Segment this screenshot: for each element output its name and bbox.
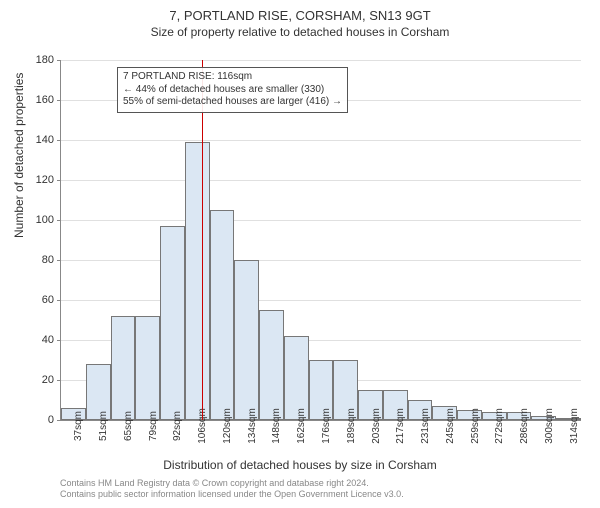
x-tick-label: 148sqm (271, 408, 282, 444)
annotation-line: 7 PORTLAND RISE: 116sqm (123, 71, 342, 84)
y-tick-mark (57, 260, 61, 261)
x-tick-label: 176sqm (321, 408, 332, 444)
chart-title: 7, PORTLAND RISE, CORSHAM, SN13 9GT (0, 8, 600, 23)
chart-subtitle: Size of property relative to detached ho… (0, 25, 600, 39)
x-tick-label: 51sqm (98, 411, 109, 441)
reference-line (202, 60, 203, 420)
y-tick-label: 80 (14, 254, 54, 266)
licence-text: Contains HM Land Registry data © Crown c… (60, 478, 404, 500)
licence-line-2: Contains public sector information licen… (60, 489, 404, 500)
gridline (61, 260, 581, 261)
y-tick-mark (57, 180, 61, 181)
y-tick-label: 0 (14, 414, 54, 426)
gridline (61, 180, 581, 181)
chart-plot-area: 37sqm51sqm65sqm79sqm92sqm106sqm120sqm134… (60, 60, 581, 421)
histogram-bar (111, 316, 136, 420)
y-tick-mark (57, 420, 61, 421)
gridline (61, 300, 581, 301)
y-tick-mark (57, 100, 61, 101)
y-tick-label: 60 (14, 294, 54, 306)
x-tick-label: 300sqm (544, 408, 555, 444)
y-tick-mark (57, 380, 61, 381)
x-tick-label: 286sqm (519, 408, 530, 444)
y-tick-label: 160 (14, 94, 54, 106)
y-tick-label: 120 (14, 174, 54, 186)
x-tick-label: 259sqm (470, 408, 481, 444)
y-tick-label: 140 (14, 134, 54, 146)
histogram-bar (135, 316, 160, 420)
histogram-bar (185, 142, 210, 420)
x-tick-label: 245sqm (445, 408, 456, 444)
histogram-bar (234, 260, 259, 420)
x-tick-label: 231sqm (420, 408, 431, 444)
x-tick-label: 272sqm (494, 408, 505, 444)
y-tick-label: 180 (14, 54, 54, 66)
x-tick-label: 134sqm (247, 408, 258, 444)
histogram-bar (259, 310, 284, 420)
gridline (61, 60, 581, 61)
annotation-box: 7 PORTLAND RISE: 116sqm← 44% of detached… (117, 67, 348, 113)
x-tick-label: 65sqm (123, 411, 134, 441)
gridline (61, 220, 581, 221)
annotation-line: 55% of semi-detached houses are larger (… (123, 96, 342, 109)
x-tick-label: 37sqm (73, 411, 84, 441)
histogram-bar (160, 226, 185, 420)
x-tick-label: 203sqm (371, 408, 382, 444)
y-tick-mark (57, 60, 61, 61)
licence-line-1: Contains HM Land Registry data © Crown c… (60, 478, 404, 489)
x-tick-label: 314sqm (569, 408, 580, 444)
y-tick-label: 20 (14, 374, 54, 386)
x-tick-label: 189sqm (346, 408, 357, 444)
y-tick-label: 40 (14, 334, 54, 346)
gridline (61, 140, 581, 141)
x-tick-label: 92sqm (172, 411, 183, 441)
x-tick-label: 217sqm (395, 408, 406, 444)
x-tick-label: 79sqm (148, 411, 159, 441)
y-tick-mark (57, 300, 61, 301)
y-tick-mark (57, 340, 61, 341)
histogram-bar (210, 210, 235, 420)
x-tick-label: 120sqm (222, 408, 233, 444)
y-tick-mark (57, 140, 61, 141)
y-tick-mark (57, 220, 61, 221)
annotation-line: ← 44% of detached houses are smaller (33… (123, 84, 342, 97)
x-tick-label: 162sqm (296, 408, 307, 444)
y-tick-label: 100 (14, 214, 54, 226)
x-axis-title: Distribution of detached houses by size … (0, 458, 600, 472)
